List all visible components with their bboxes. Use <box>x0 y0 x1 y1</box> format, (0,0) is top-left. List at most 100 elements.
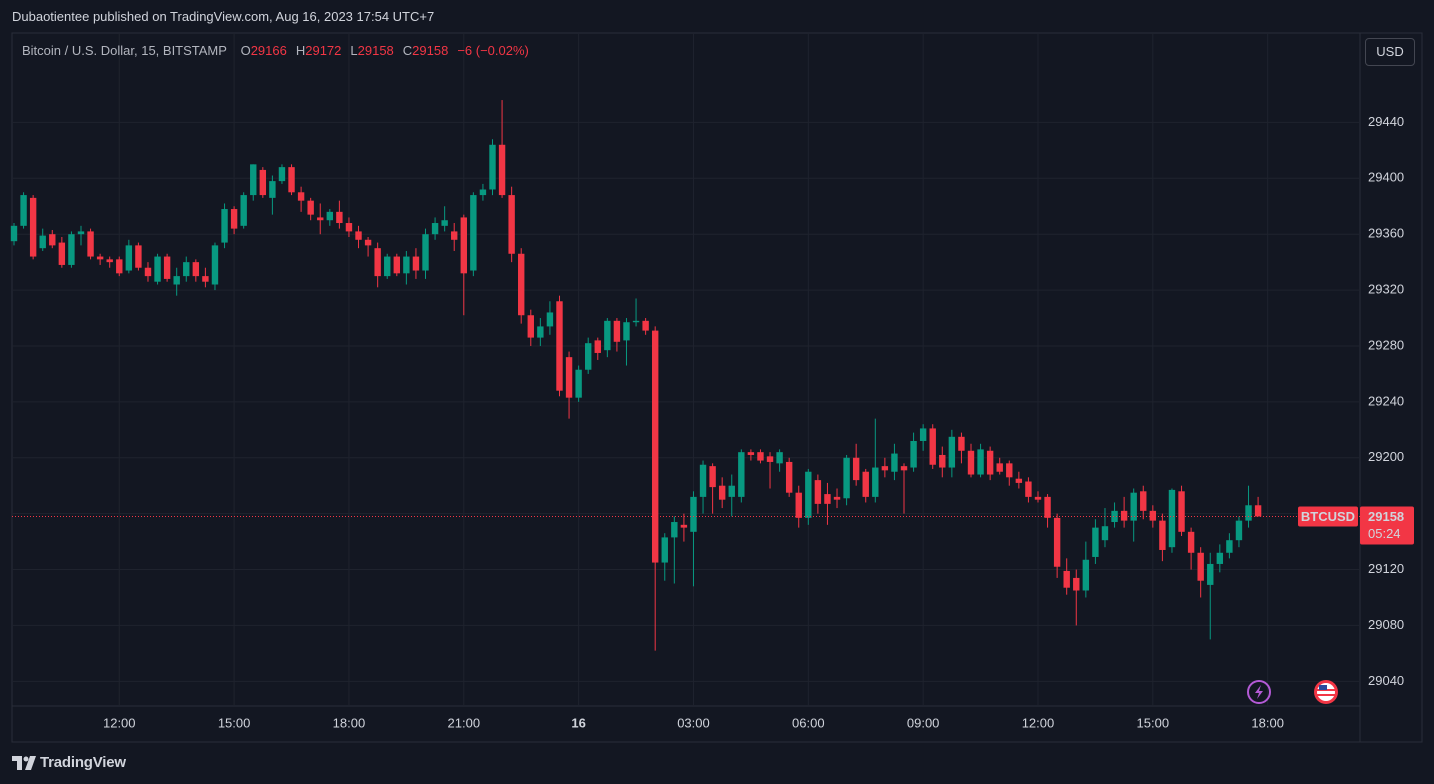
grid <box>12 33 1360 706</box>
candle-body <box>1073 577 1080 591</box>
x-tick-label: 12:00 <box>1022 715 1055 730</box>
x-tick-label: 18:00 <box>333 715 366 730</box>
x-tick-label: 15:00 <box>1137 715 1170 730</box>
candle-body <box>154 256 161 282</box>
candle-body <box>1130 492 1137 521</box>
candle-body <box>364 239 372 246</box>
candle-body <box>278 167 286 182</box>
countdown: 05:24 <box>1368 526 1401 541</box>
y-tick-label: 29320 <box>1368 282 1404 297</box>
flag-icon[interactable] <box>1314 680 1338 704</box>
candle-body <box>1034 496 1042 500</box>
candle-body <box>690 496 697 532</box>
x-tick-label: 09:00 <box>907 715 940 730</box>
candle-body <box>384 256 391 277</box>
candle-body <box>1006 463 1013 478</box>
candle-body <box>183 262 190 277</box>
candle-body <box>125 245 133 271</box>
candle-body <box>403 256 410 274</box>
candle-body <box>144 267 152 277</box>
candle-body <box>527 315 534 338</box>
candle-body <box>671 522 678 538</box>
candle-body <box>1140 491 1147 511</box>
candle-body <box>919 428 927 441</box>
candle-body <box>977 449 984 475</box>
y-tick-label: 29200 <box>1368 449 1404 464</box>
candle-body <box>288 167 295 193</box>
candle-body <box>1120 510 1128 521</box>
labels: 2904029080291202916029200292402928029320… <box>103 114 1414 730</box>
candle-body <box>58 242 66 265</box>
candle-body <box>460 217 467 274</box>
y-tick-label: 29240 <box>1368 393 1404 408</box>
candle-body <box>986 450 994 475</box>
candle-body <box>537 326 544 338</box>
candle-body <box>585 343 592 370</box>
candle-body <box>1235 520 1243 541</box>
y-tick-label: 29040 <box>1368 673 1404 688</box>
candle-body <box>1216 552 1224 564</box>
price-tag-bg <box>1360 506 1414 545</box>
candle-body <box>374 248 381 277</box>
x-tick-label: 03:00 <box>677 715 710 730</box>
candle-body <box>470 195 477 271</box>
candle-body <box>1044 496 1051 518</box>
candle-body <box>211 245 219 285</box>
legend: Bitcoin / U.S. Dollar, 15, BITSTAMP O291… <box>22 43 538 58</box>
candles <box>10 100 1360 651</box>
change: −6 (−0.02%) <box>457 43 529 58</box>
candle-body <box>766 456 774 462</box>
candle-body <box>29 197 37 257</box>
x-tick-label: 15:00 <box>218 715 251 730</box>
candle-body <box>881 466 889 471</box>
candle-body <box>718 485 726 500</box>
x-tick-label: 21:00 <box>448 715 481 730</box>
candle-body <box>192 262 200 277</box>
y-tick-label: 29120 <box>1368 561 1404 576</box>
candle-body <box>336 211 343 224</box>
currency-button[interactable]: USD <box>1365 38 1415 66</box>
candle-body <box>479 189 487 196</box>
candle-body <box>680 524 688 528</box>
publisher-line: Dubaotientee published on TradingView.co… <box>12 9 435 24</box>
candle-body <box>699 464 707 497</box>
candle-body <box>1111 510 1118 523</box>
candle-body <box>1187 531 1195 553</box>
candle-body <box>49 234 56 246</box>
chart-frame <box>11 32 1423 743</box>
candle-body <box>833 496 841 500</box>
candle-body <box>632 320 640 323</box>
candle-body <box>1053 517 1061 567</box>
candle-body <box>250 164 257 196</box>
candle-body <box>1197 552 1204 581</box>
candle-body <box>240 195 247 226</box>
y-tick-label: 29360 <box>1368 226 1404 241</box>
candle-body <box>948 436 956 468</box>
x-tick-label: 06:00 <box>792 715 825 730</box>
candle-body <box>518 253 525 316</box>
candle-body <box>795 492 802 518</box>
candle-body <box>508 195 515 254</box>
candle-body <box>900 466 908 471</box>
candle-body <box>259 169 267 196</box>
candle-body <box>824 494 831 504</box>
lightning-icon[interactable] <box>1247 680 1271 704</box>
candle-body <box>1254 505 1262 517</box>
candle-body <box>431 223 439 235</box>
ohlc-letter: C <box>402 43 413 58</box>
y-tick-label: 29280 <box>1368 337 1404 352</box>
candle-body <box>996 463 1003 472</box>
brand: TradingView <box>40 754 126 771</box>
candle-body <box>297 192 305 201</box>
candle-body <box>785 461 793 493</box>
candle-body <box>814 480 822 504</box>
candle-body <box>1025 481 1032 497</box>
price-tag: 29158 <box>1368 509 1404 524</box>
candle-body <box>422 234 429 271</box>
candle-body <box>96 256 104 260</box>
candle-body <box>1178 491 1185 532</box>
candle-body <box>307 200 314 215</box>
candle-body <box>116 259 123 274</box>
